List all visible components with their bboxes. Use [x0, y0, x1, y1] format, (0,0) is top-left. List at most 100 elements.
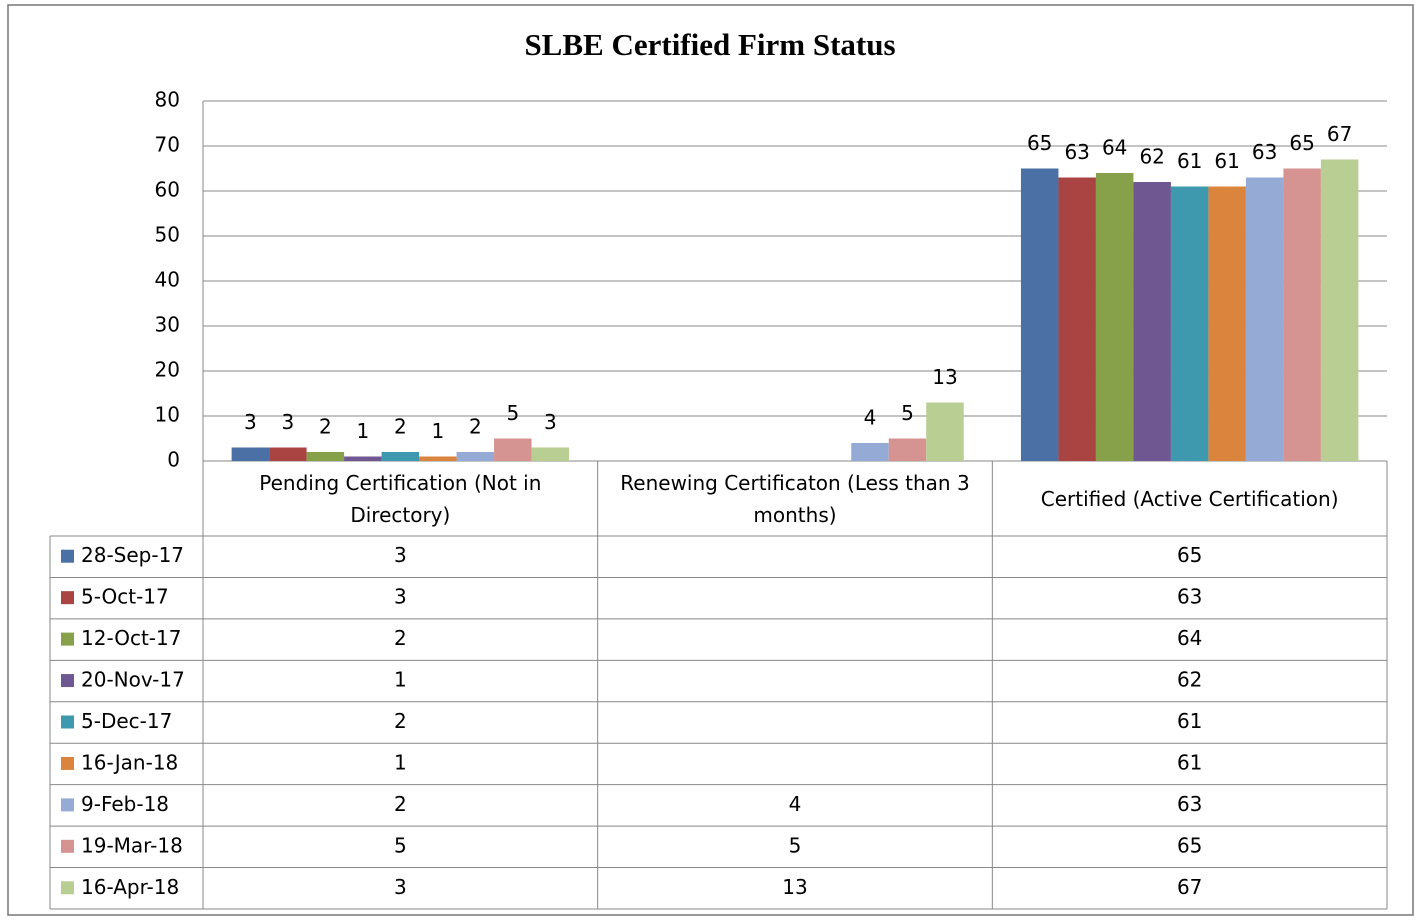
legend-key — [61, 549, 74, 563]
bar — [344, 456, 382, 461]
x-tick-label-box: Renewing Certificaton (Less than 3 month… — [620, 470, 970, 527]
data-label: 1 — [356, 419, 369, 443]
data-label: 2 — [469, 415, 482, 439]
bar — [1283, 168, 1321, 461]
bar — [494, 438, 532, 461]
bar — [1058, 177, 1096, 461]
y-tick-label: 40 — [155, 268, 180, 292]
legend-label: 19-Mar-18 — [81, 833, 183, 857]
x-tick-label-box: Certified (Active Certification) — [1040, 486, 1339, 511]
legend-label: 16-Jan-18 — [81, 750, 178, 774]
legend-label: 5-Dec-17 — [81, 709, 172, 733]
legend-label: 16-Apr-18 — [81, 875, 179, 899]
data-label: 3 — [244, 410, 257, 434]
table-cell: 67 — [1177, 875, 1202, 899]
table-cell: 63 — [1177, 792, 1202, 816]
table-cell: 65 — [1177, 543, 1202, 567]
legend-label: 12-Oct-17 — [81, 626, 181, 650]
data-label: 64 — [1102, 136, 1127, 160]
data-label: 62 — [1139, 145, 1164, 169]
data-label: 65 — [1027, 131, 1052, 155]
table-cell: 2 — [394, 626, 407, 650]
bar — [1245, 177, 1284, 461]
y-tick-label: 20 — [155, 358, 180, 382]
table-cell: 5 — [789, 833, 802, 857]
table-cell: 5 — [394, 833, 407, 857]
table-cell: 61 — [1177, 750, 1202, 774]
bar — [851, 443, 889, 461]
legend-key — [61, 591, 74, 605]
bar — [456, 452, 495, 461]
data-label: 63 — [1252, 140, 1277, 164]
bar — [926, 402, 964, 461]
legend-key — [61, 632, 74, 646]
data-label: 63 — [1064, 140, 1089, 164]
y-tick-label: 50 — [155, 223, 180, 247]
data-label: 5 — [506, 401, 519, 425]
table-cell: 3 — [394, 543, 407, 567]
data-label: 2 — [319, 415, 332, 439]
table-cell: 2 — [394, 792, 407, 816]
y-tick-label: 60 — [155, 178, 180, 202]
table-cell: 61 — [1177, 709, 1202, 733]
bar — [888, 438, 927, 461]
data-label: 1 — [431, 419, 444, 443]
legend-key — [61, 839, 74, 853]
table-cell: 1 — [394, 668, 407, 692]
bar — [1020, 168, 1059, 461]
y-tick-label: 0 — [167, 448, 180, 472]
table-cell: 63 — [1177, 585, 1202, 609]
data-label: 65 — [1289, 131, 1314, 155]
data-label: 4 — [864, 406, 877, 430]
x-tick-label: Certified (Active Certification) — [1040, 486, 1339, 511]
table-cell: 4 — [789, 792, 802, 816]
bar — [419, 456, 457, 461]
bar — [1095, 173, 1134, 461]
table-cell: 2 — [394, 709, 407, 733]
data-label: 5 — [901, 401, 914, 425]
legend-label: 20-Nov-17 — [81, 668, 185, 692]
data-label: 61 — [1177, 149, 1202, 173]
bar — [306, 452, 345, 461]
legend-key — [61, 881, 74, 895]
legend-key — [61, 798, 74, 812]
data-label: 2 — [394, 415, 407, 439]
y-tick-label: 80 — [155, 88, 180, 112]
bar — [1133, 182, 1171, 461]
bar — [531, 447, 570, 461]
table-cell: 1 — [394, 750, 407, 774]
y-tick-label: 10 — [155, 403, 180, 427]
bar — [269, 447, 307, 461]
bar — [231, 447, 270, 461]
chart-border — [7, 4, 1414, 916]
table-cell: 13 — [782, 875, 807, 899]
data-label: 13 — [932, 365, 957, 389]
bar — [1170, 186, 1209, 461]
data-label: 3 — [544, 410, 557, 434]
chart-title: SLBE Certified Firm Status — [524, 27, 895, 62]
data-label: 67 — [1327, 122, 1352, 146]
legend-key — [61, 674, 74, 688]
y-tick-label: 70 — [155, 133, 180, 157]
bar — [381, 452, 420, 461]
x-tick-label: Renewing Certificaton (Less than 3 month… — [620, 470, 970, 527]
legend-key — [61, 715, 74, 729]
legend-label: 9-Feb-18 — [81, 792, 169, 816]
table-cell: 3 — [394, 875, 407, 899]
table-cell: 62 — [1177, 668, 1202, 692]
data-label: 3 — [281, 410, 294, 434]
table-cell: 65 — [1177, 833, 1202, 857]
x-tick-label: Pending Certification (Not in Directory) — [259, 470, 542, 527]
legend-label: 5-Oct-17 — [81, 585, 169, 609]
x-tick-label-box: Pending Certification (Not in Directory) — [259, 470, 542, 527]
y-tick-label: 30 — [155, 313, 180, 337]
data-label: 61 — [1214, 149, 1239, 173]
bar — [1208, 186, 1246, 461]
bar — [1320, 159, 1359, 461]
table-cell: 64 — [1177, 626, 1202, 650]
legend-label: 28-Sep-17 — [81, 543, 184, 567]
table-cell: 3 — [394, 585, 407, 609]
legend-key — [61, 756, 74, 770]
